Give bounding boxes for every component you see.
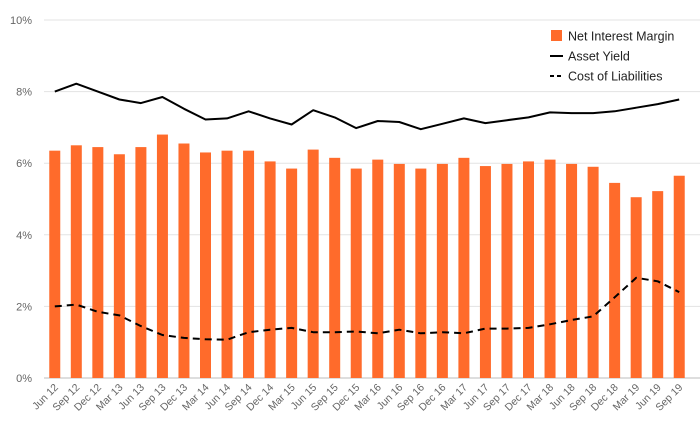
nim-bar <box>49 150 61 378</box>
nim-bar <box>609 182 621 378</box>
y-tick-label: 0% <box>16 373 32 385</box>
nim-bar <box>415 168 427 378</box>
nim-bar <box>200 152 211 378</box>
legend-label: Net Interest Margin <box>568 30 674 44</box>
nim-bar <box>243 150 255 378</box>
nim-bar <box>113 154 125 378</box>
nim-bar <box>673 175 685 378</box>
nim-bar <box>156 134 168 378</box>
nim-bar <box>135 147 147 378</box>
nim-bar <box>221 150 233 378</box>
nim-bar <box>329 157 341 378</box>
y-tick-label: 6% <box>16 158 32 170</box>
nim-bar <box>286 168 298 378</box>
y-tick-label: 2% <box>16 301 32 313</box>
nim-bar <box>479 166 491 378</box>
cost-of-liabilities-line <box>54 276 680 341</box>
legend: Net Interest Margin Asset Yield Cost of Li… <box>550 30 674 84</box>
nim-bar <box>307 149 319 378</box>
nim-bar <box>70 145 82 378</box>
nim-bar <box>393 163 405 378</box>
nim-bar <box>523 161 534 378</box>
nim-bar <box>652 191 664 378</box>
bar-series <box>49 134 685 378</box>
legend-label: Cost of Liabilities <box>568 70 663 84</box>
nim-bar <box>372 159 384 378</box>
y-tick-label: 10% <box>10 15 32 27</box>
nim-bar <box>501 163 513 378</box>
legend-swatch-nim <box>551 30 562 41</box>
y-tick-label: 4% <box>16 230 32 242</box>
nim-bar <box>178 143 190 378</box>
asset-yield-line <box>54 82 680 131</box>
nim-bar <box>544 159 556 378</box>
line-series <box>54 82 680 341</box>
nim-bar <box>587 166 599 378</box>
y-tick-label: 8% <box>16 87 32 99</box>
nim-bar <box>436 163 448 378</box>
nim-bar <box>630 197 642 378</box>
nim-bar <box>566 163 578 378</box>
nim-bar <box>458 157 470 378</box>
legend-label: Asset Yield <box>568 50 630 64</box>
nim-bar <box>92 147 104 378</box>
nim-bar <box>350 168 362 378</box>
nim-bar <box>264 161 276 378</box>
